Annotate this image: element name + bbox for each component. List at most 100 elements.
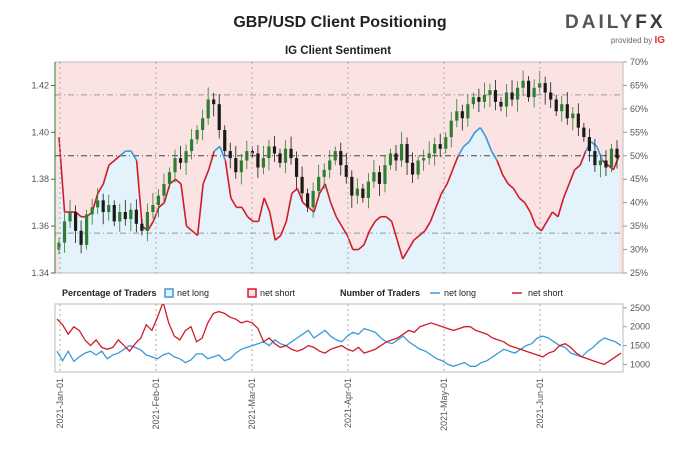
sentiment-segment xyxy=(485,136,493,152)
percent-tick-label: 30% xyxy=(630,245,648,255)
chart-subtitle: IG Client Sentiment xyxy=(284,45,392,57)
sentiment-segment xyxy=(540,221,548,232)
candle-body xyxy=(582,127,586,138)
sentiment-segment xyxy=(457,145,465,157)
sentiment-segment xyxy=(496,160,504,175)
sentiment-segment xyxy=(291,187,298,194)
candle-body xyxy=(554,99,558,112)
legend: Percentage of Traders net long net short Nu… xyxy=(62,288,564,298)
sentiment-segment xyxy=(219,146,227,161)
candle-body xyxy=(267,146,271,159)
sentiment-segment xyxy=(579,150,587,166)
candle-body xyxy=(217,104,221,130)
sentiment-segment xyxy=(152,207,160,222)
sentiment-segment xyxy=(329,202,337,218)
sentiment-segment xyxy=(535,225,542,232)
candle-body xyxy=(123,212,127,220)
candle-body xyxy=(339,151,343,166)
candle-body xyxy=(422,158,426,161)
candle-body xyxy=(510,92,514,100)
candle-body xyxy=(300,176,304,194)
sentiment-segment xyxy=(257,197,265,222)
candle-body xyxy=(598,160,603,166)
month-tick-label: 2021-May-01 xyxy=(439,378,449,431)
candle-body xyxy=(289,148,293,159)
candle-body xyxy=(388,153,393,166)
candle-body xyxy=(455,111,459,121)
sentiment-segment xyxy=(274,234,282,241)
candle-body xyxy=(90,207,94,215)
sentiment-segment xyxy=(429,207,437,222)
sentiment-segment xyxy=(213,145,221,152)
candle-body xyxy=(565,104,569,119)
sentiment-segment xyxy=(551,211,559,218)
sentiment-segment xyxy=(546,211,554,222)
sentiment-segment xyxy=(418,230,426,237)
sentiment-segment xyxy=(568,169,576,185)
candle-body xyxy=(228,151,232,159)
sentiment-segment xyxy=(518,197,526,204)
candle-body xyxy=(195,129,199,140)
candle-body xyxy=(184,151,188,163)
candle-body xyxy=(361,188,365,198)
candle-body xyxy=(256,153,260,168)
candle-body xyxy=(399,144,404,161)
sentiment-segment xyxy=(158,202,165,208)
sentiment-segment xyxy=(396,239,404,260)
legend-num-short: net short xyxy=(528,288,564,298)
candle-body xyxy=(366,181,370,198)
sentiment-segment xyxy=(280,221,288,236)
candle-body xyxy=(615,148,619,159)
sentiment-segment xyxy=(574,164,581,171)
sentiment-segment xyxy=(435,192,443,208)
candle-body xyxy=(79,230,83,245)
traders-tick-label: 2500 xyxy=(630,303,650,313)
candle-body xyxy=(504,92,509,107)
candle-body xyxy=(394,153,398,161)
candle-body xyxy=(317,176,321,191)
percent-tick-label: 45% xyxy=(630,174,648,184)
candle-body xyxy=(405,144,409,163)
sentiment-segment xyxy=(463,141,470,148)
price-tick-label: 1.40 xyxy=(31,127,49,137)
candle-body xyxy=(482,94,487,102)
sentiment-segment xyxy=(97,183,105,194)
sentiment-segment xyxy=(368,221,376,232)
traders-tick-label: 1000 xyxy=(630,359,650,369)
sentiment-segment xyxy=(246,216,254,223)
candle-body xyxy=(377,172,382,184)
candle-body xyxy=(173,158,177,173)
sentiment-segment xyxy=(479,127,487,138)
candle-body xyxy=(344,165,348,177)
month-tick-label: 2021-Apr-01 xyxy=(343,378,353,428)
candle-body xyxy=(129,209,133,220)
sentiment-panel: 1.42 1.40 1.38 1.36 1.34 70% 65% 60% 55% 50% 45% 40… xyxy=(31,57,648,278)
candle-body xyxy=(311,190,315,208)
candle-body xyxy=(372,172,376,182)
candle-body xyxy=(609,148,614,168)
candle-body xyxy=(156,195,161,206)
candle-body xyxy=(283,148,288,163)
percent-tick-label: 55% xyxy=(630,127,648,137)
legend-pct-short: net short xyxy=(260,288,296,298)
sentiment-segment xyxy=(58,136,66,213)
candle-body xyxy=(278,153,282,163)
candle-body xyxy=(460,111,464,119)
candle-body xyxy=(604,160,608,168)
candle-body xyxy=(449,120,453,138)
percent-tick-label: 40% xyxy=(630,198,648,208)
candle-body xyxy=(134,209,138,224)
sentiment-segment xyxy=(562,183,570,199)
candle-body xyxy=(355,188,359,196)
candle-body xyxy=(471,97,475,105)
candle-body xyxy=(101,200,105,213)
sentiment-segment xyxy=(102,164,110,185)
sentiment-segment xyxy=(207,150,216,171)
sentiment-segment xyxy=(451,155,459,171)
percent-tick-label: 35% xyxy=(630,221,648,231)
price-tick-label: 1.36 xyxy=(31,221,49,231)
candle-body xyxy=(350,176,354,196)
candle-body xyxy=(151,205,155,213)
traders-panel: 2021-Jan-01 2021-Feb-01 2021-Mar-01 2021-Ap… xyxy=(54,303,650,431)
candle-body xyxy=(410,162,415,175)
